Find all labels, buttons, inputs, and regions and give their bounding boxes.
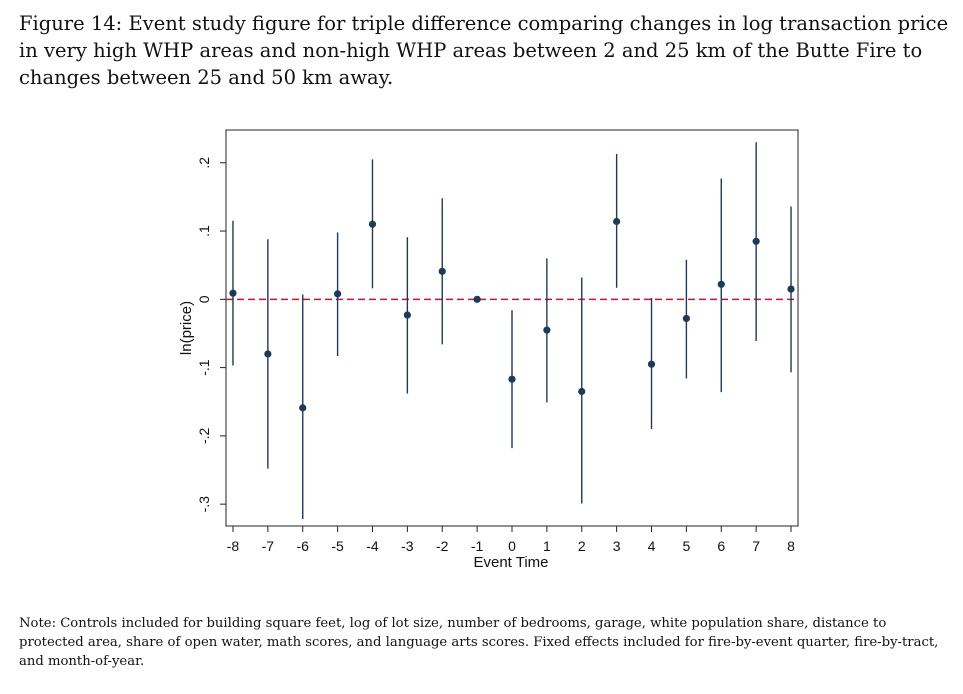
point-estimate xyxy=(682,314,690,323)
point-estimate xyxy=(613,217,621,226)
point-estimate xyxy=(264,350,272,358)
coefficient-series xyxy=(229,142,795,520)
y-tick-label: -.3 xyxy=(196,496,212,513)
point-estimate xyxy=(473,295,481,303)
point-estimate xyxy=(543,326,551,334)
y-tick-label: -.1 xyxy=(196,359,212,376)
figure-caption: Figure 14: Event study figure for triple… xyxy=(19,12,949,89)
point-estimate xyxy=(578,387,586,396)
x-tick-label: 7 xyxy=(752,538,760,554)
x-tick-label: -7 xyxy=(262,538,275,554)
x-tick-label: -3 xyxy=(401,538,414,554)
point-estimate xyxy=(334,290,342,298)
x-tick-label: 6 xyxy=(717,538,725,554)
x-tick-label: -2 xyxy=(436,538,449,554)
point-estimate xyxy=(717,280,725,288)
point-estimate xyxy=(229,289,237,297)
x-tick-label: -6 xyxy=(297,538,310,554)
x-tick-label: 1 xyxy=(543,538,551,554)
y-tick-label: 0 xyxy=(196,295,212,303)
y-axis: -.3 -.2 -.1 0 .1 .2 xyxy=(196,157,226,513)
point-estimate xyxy=(368,220,377,228)
y-tick-label: -.2 xyxy=(196,427,212,444)
point-estimate xyxy=(787,285,795,293)
point-estimate xyxy=(299,404,307,412)
x-tick-label: 3 xyxy=(613,538,621,554)
x-axis-title: Event Time xyxy=(473,554,548,571)
point-estimate xyxy=(403,311,411,319)
x-tick-label: 5 xyxy=(682,538,690,554)
x-tick-label: 0 xyxy=(508,538,516,554)
x-tick-label: -5 xyxy=(331,538,344,554)
x-tick-label: -4 xyxy=(366,538,379,554)
x-tick-label: 2 xyxy=(578,538,586,554)
point-estimate xyxy=(647,360,656,368)
x-tick-label: -1 xyxy=(471,538,484,554)
figure-note: Note: Controls included for building squ… xyxy=(19,616,939,669)
x-axis: -8 -7 -6 -5 -4 -3 -2 -1 0 1 2 3 4 5 6 7 8 xyxy=(227,526,795,554)
x-tick-label: 4 xyxy=(648,538,656,554)
y-axis-title: ln(price) xyxy=(178,301,195,355)
y-tick-label: .2 xyxy=(196,157,212,169)
y-tick-label: .1 xyxy=(196,225,212,237)
point-estimate xyxy=(752,237,760,245)
point-estimate xyxy=(438,267,446,275)
x-tick-label: 8 xyxy=(787,538,795,554)
point-estimate xyxy=(508,375,516,383)
x-tick-label: -8 xyxy=(227,538,240,554)
